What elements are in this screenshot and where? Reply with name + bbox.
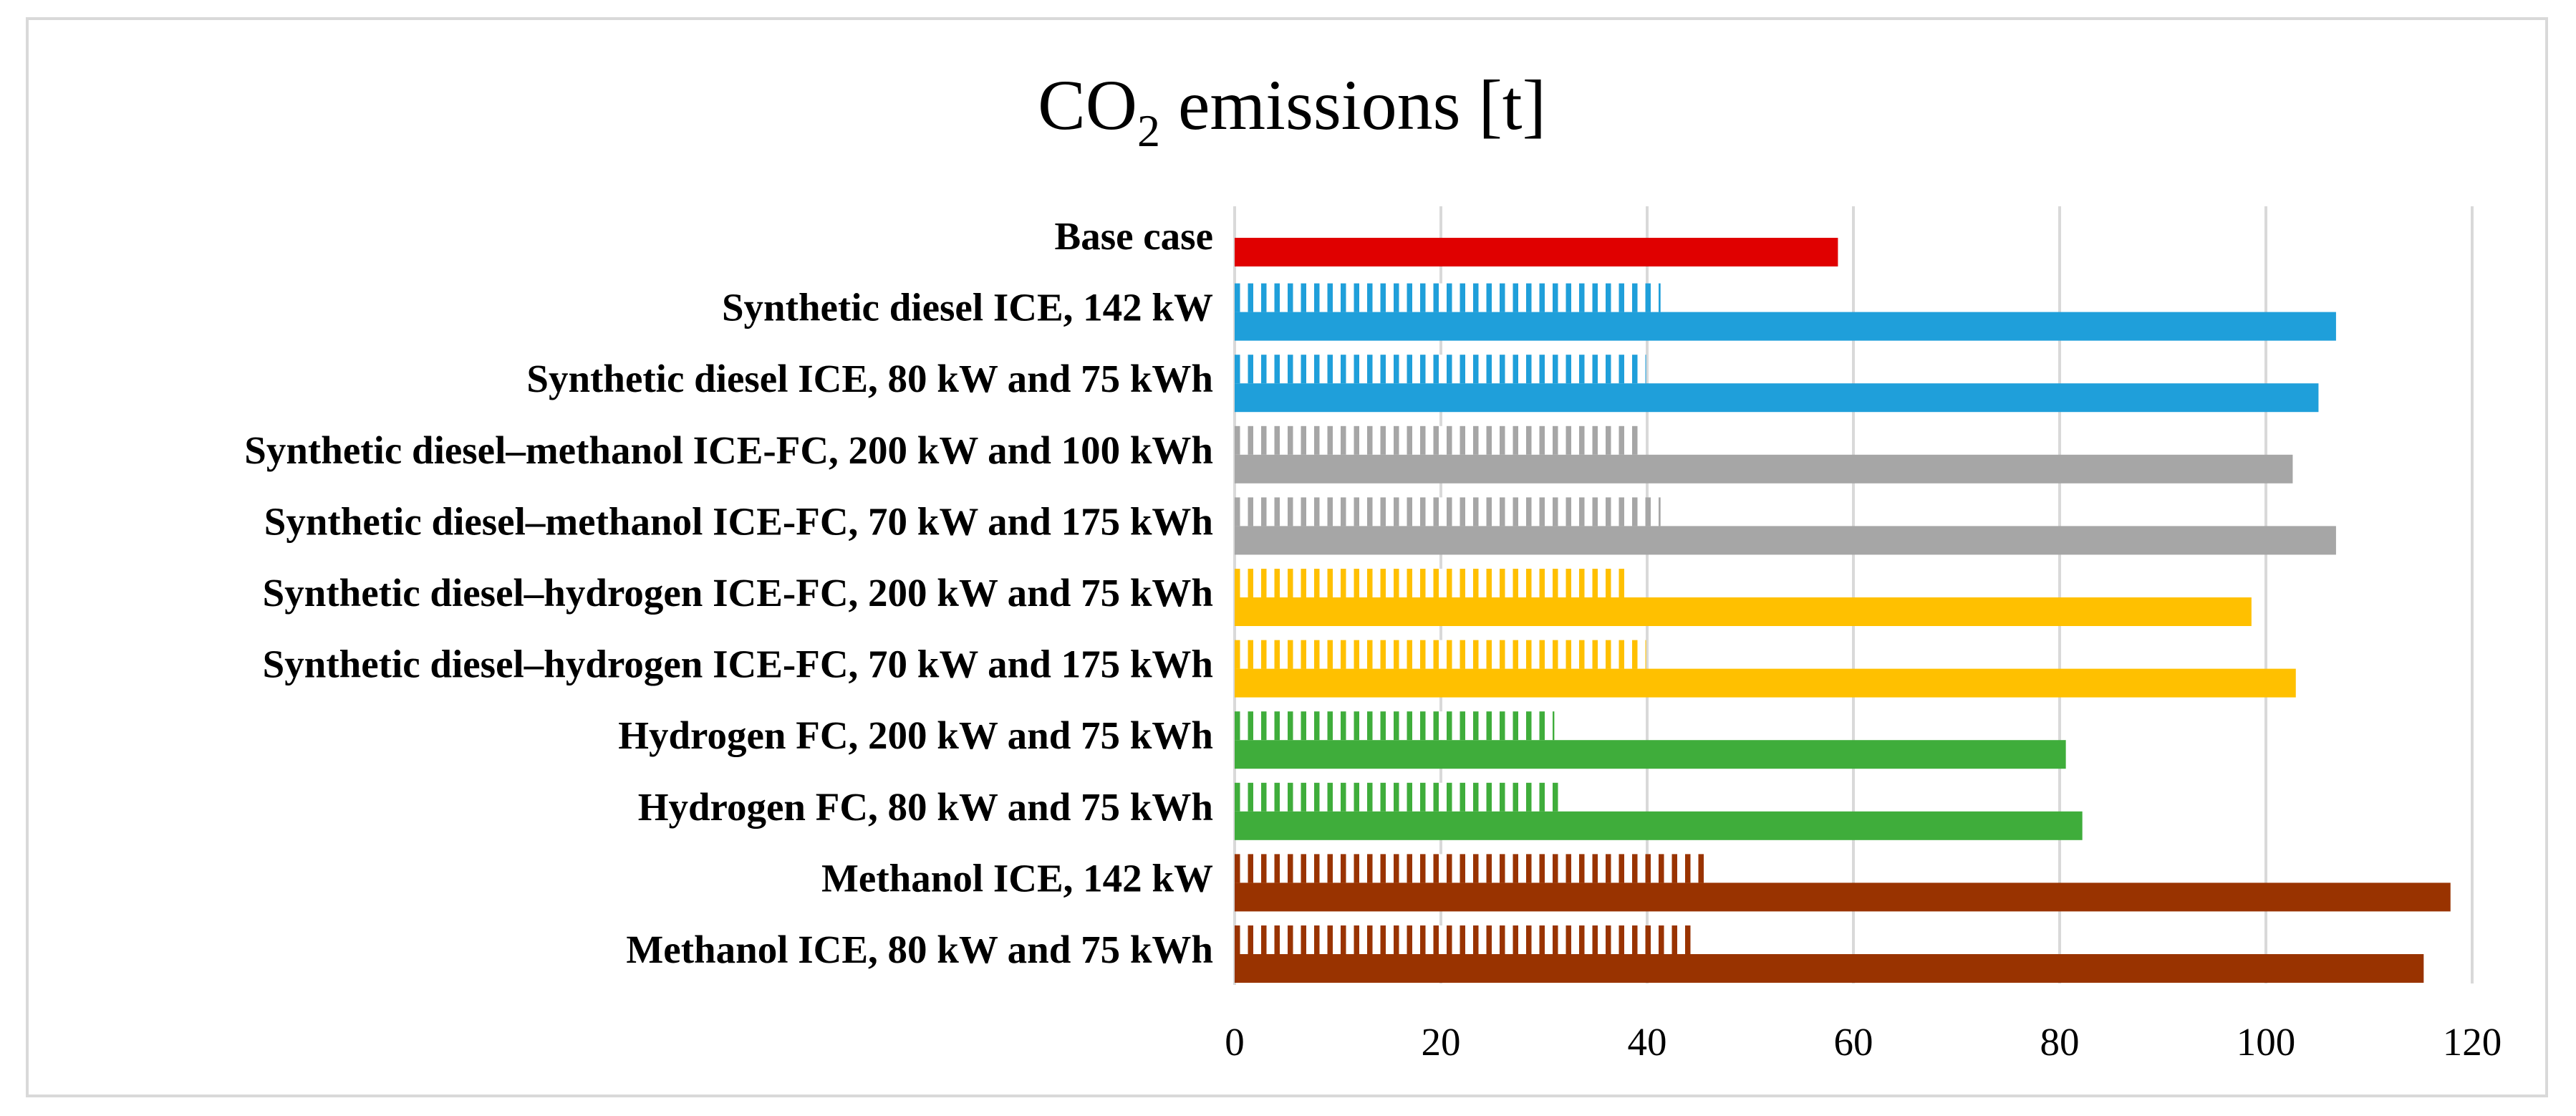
category-label: Synthetic diesel–hydrogen ICE-FC, 200 kW… bbox=[263, 571, 1213, 615]
bar-solid-3 bbox=[1235, 454, 2293, 484]
bar-solid-5 bbox=[1235, 597, 2252, 626]
bar-solid-10 bbox=[1235, 954, 2424, 983]
bar-hatched-3 bbox=[1235, 425, 1644, 455]
bar-hatched-8 bbox=[1235, 782, 1561, 812]
x-tick-label: 120 bbox=[2443, 1020, 2502, 1064]
bars bbox=[1235, 238, 2451, 983]
chart-title-subscript: 2 bbox=[1137, 105, 1160, 156]
chart-frame bbox=[26, 17, 2548, 1097]
category-label: Methanol ICE, 142 kW bbox=[821, 856, 1213, 900]
category-label: Synthetic diesel–methanol ICE-FC, 200 kW… bbox=[244, 428, 1213, 472]
chart-title: CO2 emissions [t] bbox=[1038, 65, 1546, 156]
category-label: Synthetic diesel–methanol ICE-FC, 70 kW … bbox=[264, 499, 1213, 543]
chart-title-prefix: CO bbox=[1038, 65, 1137, 145]
category-label: Synthetic diesel ICE, 80 kW and 75 kWh bbox=[526, 357, 1213, 400]
bar-solid-4 bbox=[1235, 526, 2336, 555]
bar-hatched-9 bbox=[1235, 854, 1705, 883]
category-label: Synthetic diesel ICE, 142 kW bbox=[722, 286, 1213, 329]
bar-hatched-7 bbox=[1235, 711, 1555, 741]
bar-hatched-1 bbox=[1235, 283, 1661, 312]
x-tick-label: 80 bbox=[2040, 1020, 2080, 1064]
x-axis-tick-labels: 0 20 40 60 80 100 120 bbox=[1225, 1020, 2502, 1064]
category-labels: Base case Synthetic diesel ICE, 142 kW Syn… bbox=[244, 214, 1213, 971]
bar-hatched-10 bbox=[1235, 925, 1691, 954]
chart-title-suffix: emissions [t] bbox=[1160, 65, 1546, 145]
category-label: Synthetic diesel–hydrogen ICE-FC, 70 kW … bbox=[263, 643, 1213, 686]
category-label: Base case bbox=[1055, 214, 1213, 258]
bar-hatched-6 bbox=[1235, 640, 1646, 669]
category-label: Methanol ICE, 80 kW and 75 kWh bbox=[626, 928, 1213, 971]
x-tick-label: 60 bbox=[1834, 1020, 1873, 1064]
bar-solid-1 bbox=[1235, 312, 2336, 341]
bar-hatched-4 bbox=[1235, 497, 1661, 526]
bar-solid-7 bbox=[1235, 740, 2066, 769]
bar-solid-2 bbox=[1235, 383, 2319, 413]
bar-solid-9 bbox=[1235, 882, 2451, 912]
bar-solid-0 bbox=[1235, 238, 1838, 266]
x-tick-label: 0 bbox=[1225, 1020, 1245, 1064]
x-tick-label: 100 bbox=[2237, 1020, 2296, 1064]
category-label: Hydrogen FC, 200 kW and 75 kWh bbox=[618, 713, 1213, 757]
category-label: Hydrogen FC, 80 kW and 75 kWh bbox=[638, 785, 1213, 829]
bar-solid-6 bbox=[1235, 668, 2296, 698]
bar-hatched-2 bbox=[1235, 355, 1646, 384]
x-tick-label: 20 bbox=[1422, 1020, 1461, 1064]
bar-solid-8 bbox=[1235, 811, 2083, 840]
x-tick-label: 40 bbox=[1628, 1020, 1667, 1064]
bar-hatched-5 bbox=[1235, 569, 1628, 597]
